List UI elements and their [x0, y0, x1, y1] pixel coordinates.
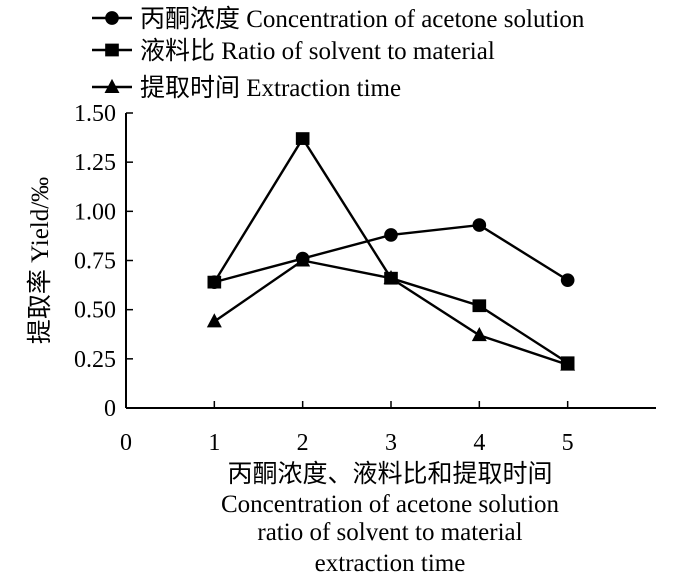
series-triangle: [206, 252, 576, 371]
data-point-triangle: [560, 356, 576, 371]
x-tick-label: 1: [208, 430, 220, 456]
legend-item-triangle: 提取时间 Extraction time: [92, 74, 401, 102]
series-line-square: [213, 136, 569, 364]
y-tick-label: 1.25: [74, 150, 116, 176]
legend: 丙酮浓度 Concentration of acetone solution 液料…: [92, 5, 585, 102]
y-axis-title: 提取率 Yield/‰: [26, 177, 54, 344]
legend-marker-circle: [105, 11, 119, 25]
x-tick-label: 5: [562, 430, 574, 456]
legend-label: 提取时间 Extraction time: [140, 74, 401, 102]
series-layer: [206, 132, 576, 371]
x-tick-label: 0: [120, 430, 132, 456]
legend-item-square: 液料比 Ratio of solvent to material: [92, 37, 495, 65]
data-point-square: [207, 275, 222, 289]
x-tick-label: 3: [385, 430, 397, 456]
data-point-triangle: [295, 252, 311, 267]
legend-item-circle: 丙酮浓度 Concentration of acetone solution: [92, 5, 585, 33]
legend-label: 液料比 Ratio of solvent to material: [140, 37, 495, 65]
y-tick-label: 1.00: [74, 199, 116, 225]
data-point-circle: [384, 228, 398, 242]
data-point-triangle: [383, 270, 399, 285]
x-axis-label: 丙酮浓度、液料比和提取时间 Concentration of acetone so…: [221, 460, 560, 577]
y-tick-label: 0.75: [74, 249, 116, 275]
y-tick-label: 0.50: [74, 298, 116, 324]
x-axis-title-line: 丙酮浓度、液料比和提取时间: [227, 460, 552, 488]
data-point-circle: [560, 273, 575, 287]
data-point-square: [472, 299, 487, 313]
x-axis-title-line: Concentration of acetone solution: [221, 491, 560, 518]
y-tick-label: 0: [104, 396, 116, 422]
axes: 0 0.25 0.50 0.75 1.00 1.25 1.50 0 1 2 3 4 5 提取率 Yield…: [26, 101, 656, 456]
x-tick-label: 2: [297, 430, 309, 456]
x-tick-label: 4: [473, 430, 485, 456]
data-point-triangle: [206, 313, 222, 328]
data-point-square: [295, 132, 310, 145]
x-axis-title-line: extraction time: [315, 550, 466, 577]
y-tick-label: 1.50: [74, 101, 116, 127]
legend-marker-triangle: [104, 78, 120, 93]
data-point-circle: [472, 218, 487, 232]
x-axis-title-line: ratio of solvent to material: [257, 519, 522, 546]
legend-label: 丙酮浓度 Concentration of acetone solution: [140, 5, 585, 33]
y-tick-label: 0.25: [74, 347, 116, 373]
data-point-triangle: [471, 327, 487, 342]
legend-marker-square: [105, 43, 119, 57]
